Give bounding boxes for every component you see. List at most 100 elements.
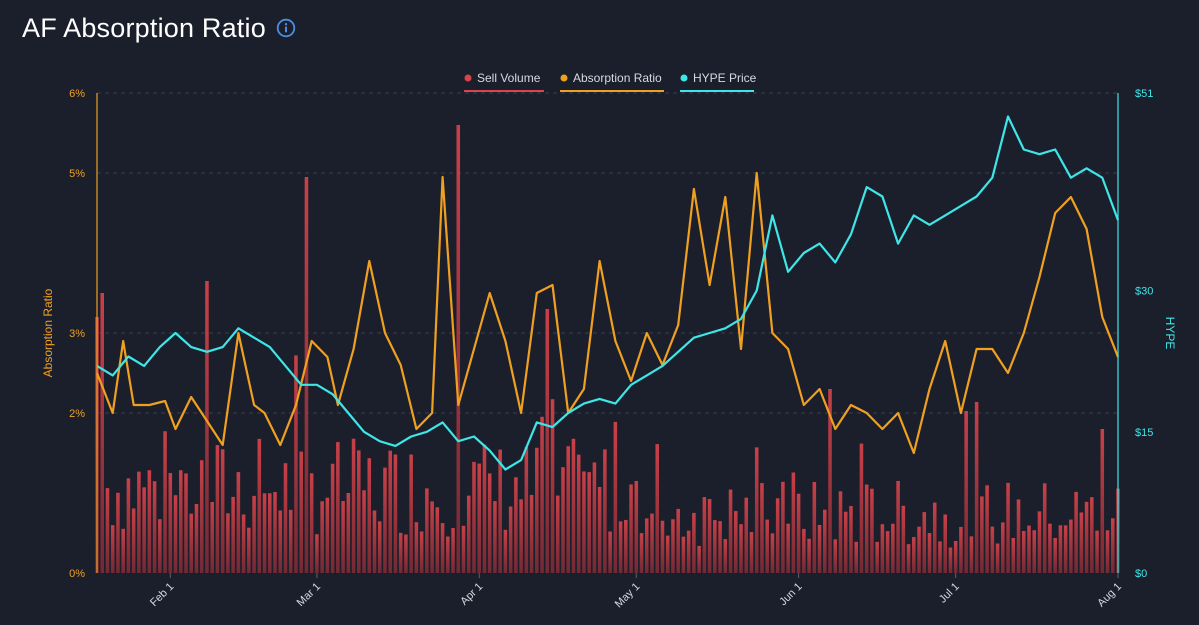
sell-volume-bar[interactable]	[173, 495, 178, 573]
sell-volume-bar[interactable]	[723, 539, 728, 573]
sell-volume-bar[interactable]	[1079, 512, 1084, 573]
sell-volume-bar[interactable]	[341, 501, 345, 573]
sell-volume-bar[interactable]	[398, 532, 403, 573]
sell-volume-bar[interactable]	[440, 523, 445, 573]
sell-volume-bar[interactable]	[1053, 537, 1057, 573]
sell-volume-bar[interactable]	[718, 521, 722, 573]
sell-volume-bar[interactable]	[320, 501, 324, 573]
sell-volume-bar[interactable]	[1027, 525, 1031, 573]
sell-volume-bar[interactable]	[592, 462, 597, 573]
sell-volume-bar[interactable]	[425, 488, 429, 573]
sell-volume-bar[interactable]	[597, 486, 602, 573]
sell-volume-bar[interactable]	[948, 547, 953, 573]
sell-volume-bar[interactable]	[194, 503, 199, 573]
sell-volume-bar[interactable]	[760, 483, 764, 573]
sell-volume-bar[interactable]	[692, 512, 696, 573]
sell-volume-bar[interactable]	[1100, 429, 1105, 573]
sell-volume-bar[interactable]	[807, 538, 811, 573]
sell-volume-bar[interactable]	[1110, 518, 1115, 573]
sell-volume-bar[interactable]	[430, 501, 434, 573]
sell-volume-bar[interactable]	[995, 543, 1000, 573]
sell-volume-bar[interactable]	[325, 497, 330, 573]
sell-volume-bar[interactable]	[388, 450, 392, 573]
sell-volume-bar[interactable]	[142, 487, 146, 573]
absorption-ratio-line[interactable]	[95, 171, 1120, 455]
legend-marker[interactable]	[464, 74, 472, 82]
sell-volume-bar[interactable]	[1058, 525, 1063, 573]
sell-volume-bar[interactable]	[781, 481, 785, 573]
sell-volume-bar[interactable]	[749, 532, 754, 573]
sell-volume-bar[interactable]	[912, 537, 916, 573]
sell-volume-bar[interactable]	[189, 513, 194, 573]
sell-volume-bar[interactable]	[603, 449, 607, 573]
sell-volume-bar[interactable]	[828, 389, 832, 573]
sell-volume-bar[interactable]	[953, 540, 958, 573]
sell-volume-bar[interactable]	[802, 528, 806, 573]
sell-volume-bar[interactable]	[990, 526, 995, 573]
sell-volume-bar[interactable]	[1011, 537, 1016, 573]
sell-volume-bar[interactable]	[613, 421, 618, 573]
sell-volume-bar[interactable]	[671, 519, 675, 573]
sell-volume-bar[interactable]	[121, 528, 125, 573]
sell-volume-bar[interactable]	[278, 510, 283, 573]
sell-volume-bar[interactable]	[744, 497, 749, 573]
sell-volume-bar[interactable]	[1084, 501, 1089, 573]
sell-volume-bar[interactable]	[838, 491, 843, 573]
sell-volume-bar[interactable]	[739, 524, 743, 573]
sell-volume-bar[interactable]	[1105, 530, 1110, 573]
sell-volume-bar[interactable]	[435, 507, 440, 573]
sell-volume-bar[interactable]	[582, 471, 586, 573]
sell-volume-bar[interactable]	[665, 535, 670, 573]
sell-volume-bar[interactable]	[770, 533, 775, 573]
sell-volume-bar[interactable]	[315, 534, 319, 573]
sell-volume-bar[interactable]	[152, 481, 157, 573]
sell-volume-bar[interactable]	[875, 541, 879, 573]
sell-volume-bar[interactable]	[686, 530, 691, 573]
sell-volume-bar[interactable]	[273, 492, 277, 573]
sell-volume-bar[interactable]	[1016, 499, 1021, 573]
sell-volume-bar[interactable]	[487, 473, 492, 573]
sell-volume-bar[interactable]	[540, 416, 544, 573]
sell-volume-bar[interactable]	[519, 499, 523, 573]
sell-volume-bar[interactable]	[901, 505, 906, 573]
sell-volume-bar[interactable]	[964, 411, 968, 573]
sell-volume-bar[interactable]	[896, 480, 900, 573]
sell-volume-bar[interactable]	[932, 502, 937, 573]
sell-volume-bar[interactable]	[466, 495, 471, 573]
legend-label[interactable]: Sell Volume	[477, 71, 541, 85]
sell-volume-bar[interactable]	[215, 445, 220, 573]
sell-volume-bar[interactable]	[728, 489, 733, 573]
sell-volume-bar[interactable]	[393, 454, 398, 573]
sell-volume-bar[interactable]	[969, 536, 974, 573]
sell-volume-bar[interactable]	[472, 461, 476, 573]
sell-volume-bar[interactable]	[885, 531, 890, 573]
sell-volume-bar[interactable]	[503, 529, 508, 573]
sell-volume-bar[interactable]	[179, 470, 183, 573]
sell-volume-bar[interactable]	[226, 513, 230, 573]
sell-volume-bar[interactable]	[419, 531, 424, 573]
sell-volume-bar[interactable]	[330, 463, 335, 573]
sell-volume-bar[interactable]	[639, 533, 644, 573]
sell-volume-bar[interactable]	[765, 519, 769, 573]
sell-volume-bar[interactable]	[676, 508, 680, 573]
sell-volume-bar[interactable]	[734, 511, 738, 573]
sell-volume-bar[interactable]	[655, 444, 660, 573]
sell-volume-bar[interactable]	[294, 355, 298, 573]
sell-volume-bar[interactable]	[131, 508, 136, 573]
sell-volume-bar[interactable]	[508, 506, 513, 573]
sell-volume-bar[interactable]	[346, 493, 351, 573]
sell-volume-bar[interactable]	[1001, 522, 1005, 573]
sell-volume-bar[interactable]	[1021, 531, 1026, 573]
sell-volume-bar[interactable]	[1032, 530, 1036, 573]
sell-volume-bar[interactable]	[367, 458, 372, 573]
sell-volume-bar[interactable]	[241, 514, 246, 573]
sell-volume-bar[interactable]	[268, 493, 272, 573]
sell-volume-bar[interactable]	[236, 472, 241, 573]
sell-volume-bar[interactable]	[336, 442, 340, 573]
sell-volume-bar[interactable]	[158, 519, 162, 573]
sell-volume-bar[interactable]	[707, 499, 712, 573]
sell-volume-bar[interactable]	[702, 497, 707, 573]
sell-volume-bar[interactable]	[1074, 491, 1078, 573]
sell-volume-bar[interactable]	[116, 492, 120, 573]
sell-volume-bar[interactable]	[105, 488, 110, 573]
